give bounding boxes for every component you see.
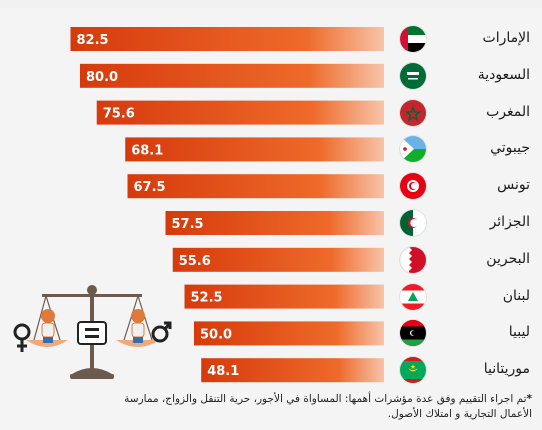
algeria-flag-icon (400, 210, 426, 236)
libya-flag-icon (400, 320, 426, 347)
bahrain-flag-icon (400, 246, 426, 273)
bar (184, 284, 384, 309)
male-figure (131, 309, 145, 343)
djibouti-flag-icon (400, 136, 426, 163)
country-label: لبنان (502, 287, 530, 304)
bar-value-label: 48.1 (207, 364, 239, 379)
gender-equality-illustration (13, 285, 172, 379)
bar (165, 211, 384, 235)
bar (96, 100, 384, 125)
footnote-line-1: *تم اجراء التقييم وفق عدة مؤشرات أهمها: … (124, 393, 533, 405)
uae-flag-icon (400, 26, 426, 52)
scales-icon (26, 285, 160, 379)
bar-value-label: 75.6 (103, 107, 135, 122)
mauritania-flag-icon (400, 357, 426, 384)
bar (125, 137, 384, 162)
footnote-line-2: الأعمال التجارية و امتلاك الأصول. (387, 408, 532, 420)
female-figure (41, 309, 55, 343)
bar (172, 247, 384, 272)
bar-value-label: 57.5 (172, 217, 204, 232)
bar-value-label: 52.5 (191, 291, 223, 306)
country-label: البحرين (486, 250, 530, 267)
bar-value-label: 82.5 (77, 33, 109, 48)
female-symbol-icon (13, 323, 31, 352)
morocco-flag-icon (400, 99, 426, 126)
bar-value-label: 50.0 (200, 327, 232, 342)
male-symbol-icon (151, 321, 172, 343)
top-strip (0, 0, 542, 8)
footnote: *تم اجراء التقييم وفق عدة مؤشرات أهمها: … (12, 392, 532, 422)
bar-value-label: 80.0 (86, 70, 118, 85)
country-label: السعودية (477, 66, 530, 83)
footnote-star: * (526, 393, 533, 405)
bar (194, 321, 384, 346)
lebanon-flag-icon (400, 283, 426, 310)
country-label: ليبيا (508, 324, 530, 341)
bar-value-label: 68.1 (131, 143, 163, 158)
country-label: الإمارات (482, 30, 530, 46)
bar-value-label: 55.6 (179, 254, 211, 269)
country-label: جيبوتي (490, 140, 530, 157)
bar (70, 27, 384, 51)
bar-value-label: 67.5 (134, 180, 166, 195)
saudi-flag-icon (400, 62, 426, 89)
country-label: الجزائر (489, 214, 530, 230)
equals-icon (77, 321, 107, 345)
tunisia-flag-icon (400, 173, 426, 200)
bar (80, 63, 384, 88)
country-label: تونس (497, 177, 530, 194)
bar (201, 358, 384, 383)
bar (127, 174, 384, 199)
country-label: المغرب (486, 103, 530, 120)
country-label: موريتانيا (483, 361, 530, 378)
